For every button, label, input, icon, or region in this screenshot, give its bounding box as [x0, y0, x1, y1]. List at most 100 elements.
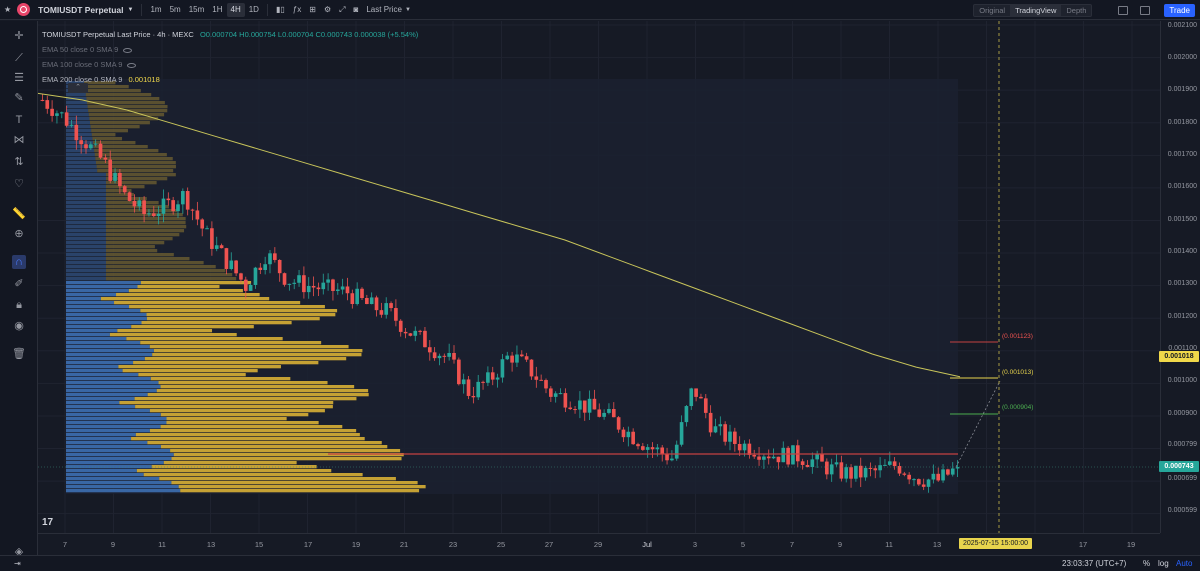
layout-icon[interactable]: [1118, 5, 1129, 15]
collapse-legend-button[interactable]: ⌃: [68, 83, 88, 93]
profile-bar-yellow: [90, 125, 140, 129]
camera-icon[interactable]: ◙: [353, 5, 359, 14]
candle-up: [713, 426, 718, 433]
candle-down: [694, 388, 698, 397]
auto-toggle[interactable]: Auto: [1176, 559, 1193, 568]
candle-up: [578, 400, 582, 410]
candle-up: [69, 124, 74, 126]
settings-icon[interactable]: ⚙: [323, 5, 332, 14]
eye-icon[interactable]: ◉: [14, 320, 24, 332]
profile-bar-blue: [66, 81, 84, 85]
price-source-select[interactable]: Last Price ▼: [362, 0, 415, 20]
time-tick: 17: [1078, 540, 1088, 549]
magnet-icon[interactable]: ∩: [12, 255, 26, 269]
percent-toggle[interactable]: %: [1143, 559, 1151, 568]
price-tick: 0.001800: [1167, 119, 1197, 126]
price-axis[interactable]: 0.002100 0.002000 0.001900 0.001800 0.00…: [1160, 21, 1200, 533]
candle-down: [45, 100, 50, 109]
ruler-icon[interactable]: 📏: [12, 208, 26, 220]
prediction-icon[interactable]: ⇅: [14, 156, 24, 168]
candle-down: [103, 157, 108, 160]
profile-bar-yellow: [129, 305, 325, 309]
candle-up: [384, 303, 389, 315]
profile-bar-yellow: [106, 181, 157, 185]
clock-label[interactable]: 23:03:37 (UTC+7): [1062, 559, 1127, 568]
symbol-selector[interactable]: TOMIUSDT Perpetual ▼: [34, 0, 137, 20]
profile-bar-yellow: [171, 457, 402, 461]
profile-bar-blue: [66, 157, 96, 161]
lock-icon[interactable]: 🔒︎: [16, 299, 22, 311]
candle-up: [587, 398, 592, 413]
candle-down: [432, 352, 437, 359]
star-icon[interactable]: ★: [4, 5, 12, 14]
lock-drawing-icon[interactable]: ✐: [14, 278, 24, 290]
profile-bar-blue: [66, 461, 164, 465]
fib-icon[interactable]: ☰: [14, 72, 24, 84]
candle-up: [505, 355, 510, 360]
interval-5m[interactable]: 5m: [169, 5, 181, 14]
view-tradingview[interactable]: TradingView: [1010, 4, 1062, 16]
zoom-in-icon[interactable]: ⊕: [14, 228, 24, 240]
time-axis[interactable]: 7 9 11 13 15 17 19 21 23 25 27 29 Jul 3 …: [38, 533, 1160, 555]
chart-pane[interactable]: (0.001123) (0.001013) (0.000904) ⌃ 17: [38, 21, 1160, 533]
candle-type-icon[interactable]: ▮▯: [275, 5, 285, 14]
indicators-icon[interactable]: ƒx: [292, 5, 302, 14]
view-depth[interactable]: Depth: [1066, 5, 1087, 15]
heart-icon[interactable]: ♡: [14, 178, 24, 190]
mexc-logo: [17, 3, 31, 16]
interval-1d[interactable]: 1D: [248, 5, 259, 14]
templates-icon[interactable]: ⊞: [309, 5, 316, 14]
profile-bar-blue: [66, 277, 106, 281]
profile-bar-yellow: [118, 365, 281, 369]
candle-up: [447, 352, 451, 357]
candle-up: [340, 286, 345, 290]
candle-down: [171, 200, 175, 212]
legend-ema100[interactable]: EMA 100 close 0 SMA 9: [42, 57, 418, 72]
candle-down: [825, 461, 829, 475]
profile-bar-yellow: [87, 105, 168, 109]
profile-bar-blue: [66, 121, 90, 125]
profile-bar-blue: [66, 169, 98, 173]
log-toggle[interactable]: log: [1158, 559, 1169, 568]
profile-bar-blue: [66, 217, 106, 221]
profile-bar-blue: [66, 489, 181, 493]
trendline-icon[interactable]: ⟋: [15, 52, 23, 64]
profile-bar-yellow: [159, 477, 396, 481]
crosshair-icon[interactable]: ✛: [14, 30, 24, 42]
candle-up: [607, 409, 611, 413]
pattern-icon[interactable]: ⋈: [13, 134, 25, 146]
profile-bar-blue: [66, 381, 159, 385]
candle-down: [79, 140, 83, 145]
trade-button[interactable]: Trade: [1164, 3, 1195, 17]
profile-bar-yellow: [138, 373, 246, 377]
profile-bar-yellow: [147, 441, 382, 445]
interval-1h[interactable]: 1H: [212, 5, 223, 14]
maximize-icon[interactable]: [1140, 5, 1151, 15]
candles: [40, 94, 960, 493]
legend-ema200[interactable]: EMA 200 close 0 SMA 9 0.001018: [42, 72, 418, 87]
goto-date-icon[interactable]: ⇥: [14, 559, 21, 568]
eye-off-icon[interactable]: [127, 62, 137, 68]
candle-up: [413, 330, 418, 336]
fullscreen-icon[interactable]: ⤢: [339, 4, 346, 14]
profile-bar-yellow: [147, 393, 369, 397]
text-icon[interactable]: T: [15, 114, 23, 126]
candle-up: [926, 479, 931, 487]
interval-1m[interactable]: 1m: [150, 5, 162, 14]
price-tick: 0.001000: [1167, 377, 1197, 384]
legend-ema50[interactable]: EMA 50 close 0 SMA 9: [42, 42, 418, 57]
candle-down: [616, 417, 621, 430]
interval-4h[interactable]: 4H: [226, 2, 245, 17]
price-tick: 0.000900: [1167, 410, 1197, 417]
interval-15m[interactable]: 15m: [188, 5, 205, 14]
candle-up: [684, 406, 689, 423]
eye-off-icon[interactable]: [123, 47, 133, 53]
candle-down: [597, 409, 602, 417]
trash-icon[interactable]: 🗑︎: [12, 348, 26, 360]
view-original[interactable]: Original: [979, 5, 1006, 15]
layers-icon[interactable]: ◈: [14, 546, 24, 558]
brush-icon[interactable]: ✎: [14, 92, 24, 104]
profile-bar-yellow: [106, 277, 237, 281]
profile-bar-yellow: [134, 397, 357, 401]
candle-up: [500, 359, 505, 378]
